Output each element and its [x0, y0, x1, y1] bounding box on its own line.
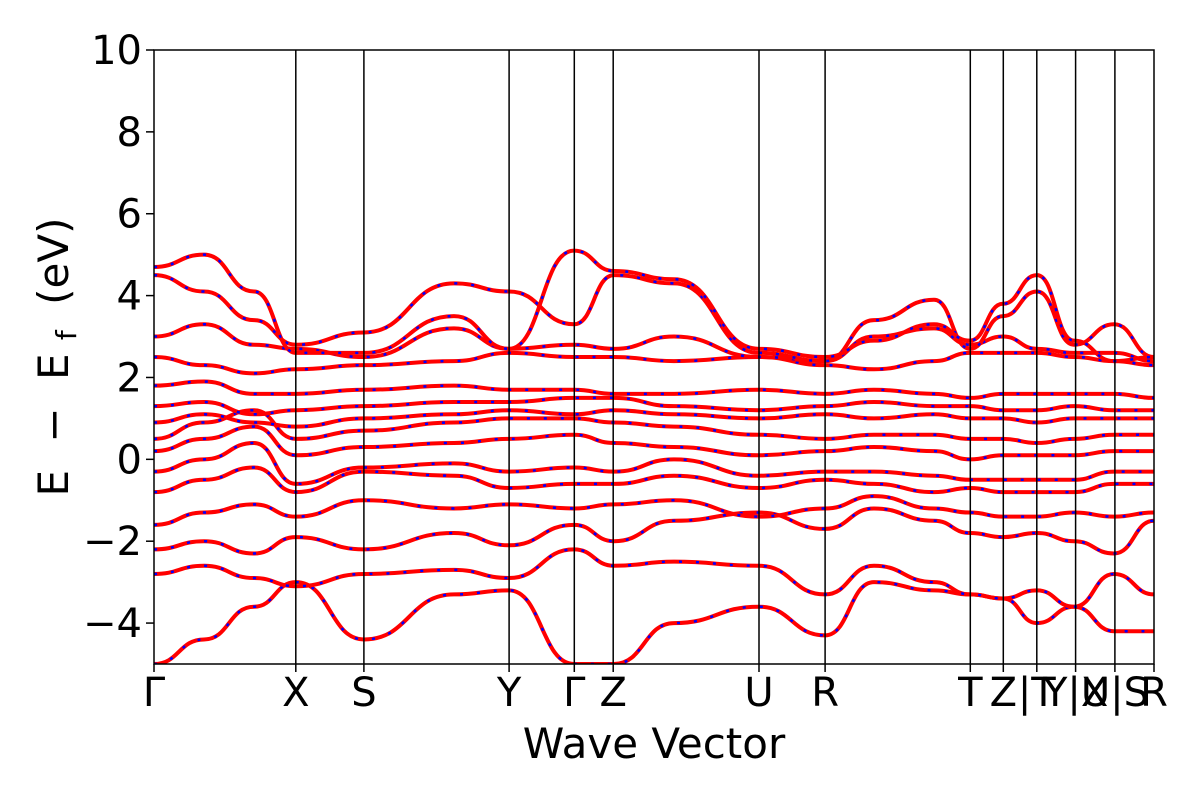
y-tick-label: 8 — [117, 110, 142, 156]
y-tick-label: 4 — [117, 274, 142, 320]
y-title-sub: f — [50, 329, 83, 340]
y-tick-label: −2 — [83, 519, 142, 565]
y-title-unit: (eV) — [29, 218, 78, 305]
y-tick-label: 2 — [117, 355, 142, 401]
x-tick-label: T — [957, 670, 983, 716]
x-tick-label: R — [811, 670, 839, 716]
x-tick-label: Z — [990, 670, 1017, 716]
x-tick-label: Γ — [143, 670, 166, 716]
y-title-e: E — [29, 470, 78, 497]
band-line — [154, 424, 1154, 462]
y-tick-label: 0 — [117, 437, 142, 483]
band-line — [154, 395, 1154, 417]
y-tick-label: 6 — [117, 192, 142, 238]
band-line — [154, 465, 1154, 495]
x-axis-ticks: Γ X S Y Γ Z U R T Z |TY|XU|SR — [143, 664, 1168, 716]
band-line — [154, 408, 1154, 429]
x-tick-label: Z — [599, 670, 626, 716]
band-line-dash — [154, 548, 1154, 608]
band-lines — [154, 248, 1154, 664]
band-line — [154, 408, 1154, 445]
x-tick-label: Y|X — [1042, 670, 1108, 716]
high-symmetry-lines — [295, 50, 1116, 664]
x-tick-label: U|S — [1081, 670, 1149, 716]
y-axis-ticks: −4 −2 0 2 4 6 8 10 — [83, 28, 154, 647]
x-tick-label: |T — [1018, 670, 1056, 716]
band-line — [154, 379, 1154, 400]
band-line — [154, 350, 1154, 376]
band-line-dash — [154, 273, 1154, 363]
band-line — [154, 248, 1154, 364]
x-tick-label: Γ — [563, 670, 586, 716]
band-line-dash — [154, 507, 1154, 555]
y-tick-label: −4 — [83, 601, 142, 647]
x-tick-label: U — [744, 670, 773, 716]
band-line — [154, 322, 1154, 364]
x-tick-label: R — [1140, 670, 1168, 716]
svg-text:E − E f: E − E f (eV) — [29, 218, 86, 497]
plot-frame — [153, 49, 1155, 665]
x-tick-label: Y — [496, 670, 522, 716]
y-title-minus: − — [29, 407, 78, 442]
y-axis-title: E − E f (eV) — [29, 218, 86, 497]
y-tick-label: 10 — [91, 28, 142, 74]
x-tick-label: X — [282, 670, 309, 716]
band-line — [154, 494, 1154, 527]
band-line-dash — [154, 441, 1154, 486]
x-tick-label: S — [351, 670, 376, 716]
x-axis-title: Wave Vector — [523, 719, 786, 768]
y-title-ef: E — [29, 353, 78, 380]
